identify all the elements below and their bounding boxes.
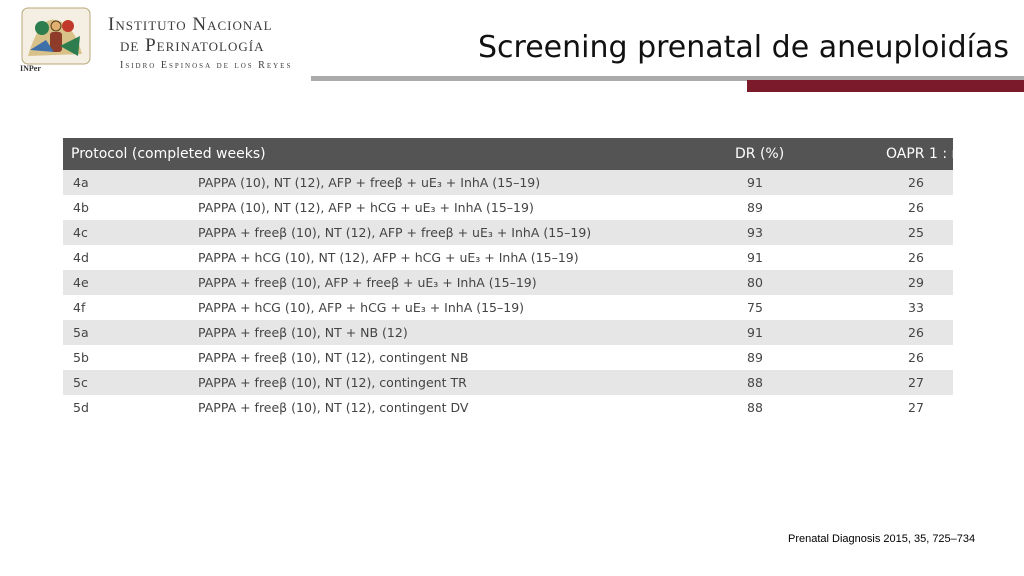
row-dr: 88 bbox=[747, 375, 763, 390]
row-id: 4d bbox=[73, 250, 89, 265]
row-id: 4c bbox=[73, 225, 88, 240]
row-id: 4b bbox=[73, 200, 89, 215]
header-oapr: OAPR 1 : n bbox=[886, 146, 961, 162]
slide-title: Screening prenatal de aneuploidías bbox=[478, 30, 1010, 65]
row-oapr: 26 bbox=[908, 325, 924, 340]
row-dr: 75 bbox=[747, 300, 763, 315]
row-protocol: PAPPA + hCG (10), AFP + hCG + uE₃ + InhA… bbox=[198, 300, 525, 315]
row-id: 4f bbox=[73, 300, 86, 315]
table-row: 5a PAPPA + freeβ (10), NT + NB (12) 91 26 bbox=[63, 320, 953, 345]
table-row: 4e PAPPA + freeβ (10), AFP + freeβ + uE₃ … bbox=[63, 270, 953, 295]
institute-line1: Instituto Nacional bbox=[108, 14, 273, 35]
citation: Prenatal Diagnosis 2015, 35, 725–734 bbox=[788, 533, 976, 545]
row-protocol: PAPPA (10), NT (12), AFP + freeβ + uE₃ +… bbox=[198, 175, 541, 190]
row-oapr: 29 bbox=[908, 275, 924, 290]
table-row: 5d PAPPA + freeβ (10), NT (12), contingen… bbox=[63, 395, 953, 420]
table-row: 4d PAPPA + hCG (10), NT (12), AFP + hCG +… bbox=[63, 245, 953, 270]
row-dr: 93 bbox=[747, 225, 763, 240]
row-id: 5d bbox=[73, 400, 89, 415]
row-dr: 89 bbox=[747, 200, 763, 215]
row-protocol: PAPPA (10), NT (12), AFP + hCG + uE₃ + I… bbox=[198, 200, 534, 215]
institute-logo bbox=[20, 6, 92, 78]
header-rule-accent bbox=[747, 80, 1024, 92]
row-id: 4a bbox=[73, 175, 89, 190]
institute-line3: Isidro Espinosa de los Reyes bbox=[120, 60, 293, 71]
row-oapr: 33 bbox=[908, 300, 924, 315]
institute-line2: de Perinatología bbox=[120, 35, 265, 56]
institute-name: Instituto Nacional de Perinatología Isid… bbox=[108, 14, 292, 73]
row-oapr: 26 bbox=[908, 250, 924, 265]
table-body: 4a PAPPA (10), NT (12), AFP + freeβ + uE₃… bbox=[63, 170, 953, 420]
table-row: 4c PAPPA + freeβ (10), NT (12), AFP + fre… bbox=[63, 220, 953, 245]
table-row: 4a PAPPA (10), NT (12), AFP + freeβ + uE₃… bbox=[63, 170, 953, 195]
row-protocol: PAPPA + freeβ (10), NT (12), contingent … bbox=[198, 400, 469, 415]
header-rule-gray bbox=[311, 76, 1024, 81]
row-id: 5c bbox=[73, 375, 88, 390]
protocol-table: Protocol (completed weeks) DR (%) OAPR 1… bbox=[63, 138, 960, 420]
row-oapr: 26 bbox=[908, 175, 924, 190]
row-oapr: 25 bbox=[908, 225, 924, 240]
row-dr: 91 bbox=[747, 175, 763, 190]
row-id: 5b bbox=[73, 350, 89, 365]
row-dr: 88 bbox=[747, 400, 763, 415]
row-id: 4e bbox=[73, 275, 89, 290]
row-dr: 80 bbox=[747, 275, 763, 290]
header-dr: DR (%) bbox=[735, 146, 785, 162]
row-protocol: PAPPA + freeβ (10), NT (12), contingent … bbox=[198, 350, 469, 365]
row-dr: 91 bbox=[747, 250, 763, 265]
row-id: 5a bbox=[73, 325, 89, 340]
logo-caption: INPer bbox=[20, 64, 41, 73]
row-protocol: PAPPA + freeβ (10), NT (12), AFP + freeβ… bbox=[198, 225, 592, 240]
row-oapr: 27 bbox=[908, 400, 924, 415]
header-protocol: Protocol (completed weeks) bbox=[71, 146, 266, 162]
row-oapr: 26 bbox=[908, 200, 924, 215]
row-protocol: PAPPA + hCG (10), NT (12), AFP + hCG + u… bbox=[198, 250, 579, 265]
row-protocol: PAPPA + freeβ (10), NT + NB (12) bbox=[198, 325, 408, 340]
row-dr: 91 bbox=[747, 325, 763, 340]
row-protocol: PAPPA + freeβ (10), AFP + freeβ + uE₃ + … bbox=[198, 275, 537, 290]
table-row: 4b PAPPA (10), NT (12), AFP + hCG + uE₃ +… bbox=[63, 195, 953, 220]
table-row: 5c PAPPA + freeβ (10), NT (12), contingen… bbox=[63, 370, 953, 395]
table-row: 4f PAPPA + hCG (10), AFP + hCG + uE₃ + In… bbox=[63, 295, 953, 320]
row-oapr: 26 bbox=[908, 350, 924, 365]
row-oapr: 27 bbox=[908, 375, 924, 390]
table-row: 5b PAPPA + freeβ (10), NT (12), contingen… bbox=[63, 345, 953, 370]
table-header: Protocol (completed weeks) DR (%) OAPR 1… bbox=[63, 138, 960, 170]
row-dr: 89 bbox=[747, 350, 763, 365]
row-protocol: PAPPA + freeβ (10), NT (12), contingent … bbox=[198, 375, 467, 390]
